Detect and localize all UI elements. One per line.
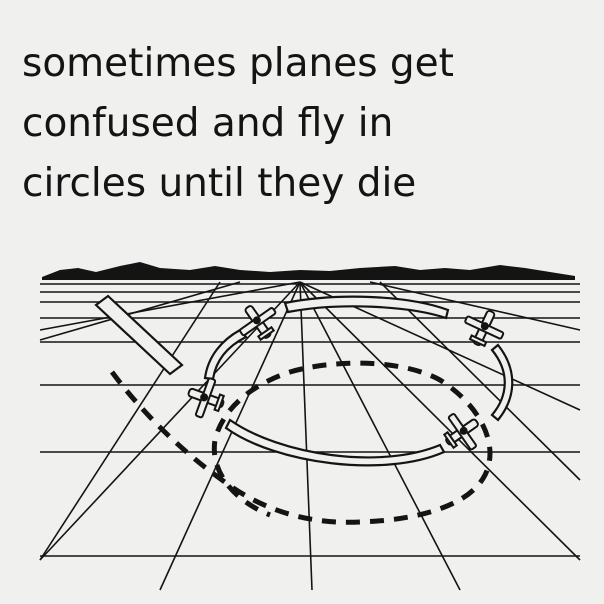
- caption-line-3: circles until they die: [22, 161, 417, 206]
- caption-line-1: sometimes planes get: [22, 41, 454, 86]
- runway: [94, 294, 184, 376]
- flight-path-dashed: [109, 360, 493, 525]
- flight-path-ribbon: [203, 295, 514, 467]
- caption-line-2: confused and fly in: [22, 101, 394, 146]
- horizon-mountains: [42, 262, 575, 280]
- caption-text: sometimes planes get confused and fly in…: [22, 34, 582, 214]
- airplane-icon: [187, 305, 505, 451]
- ground-grid: [39, 281, 581, 591]
